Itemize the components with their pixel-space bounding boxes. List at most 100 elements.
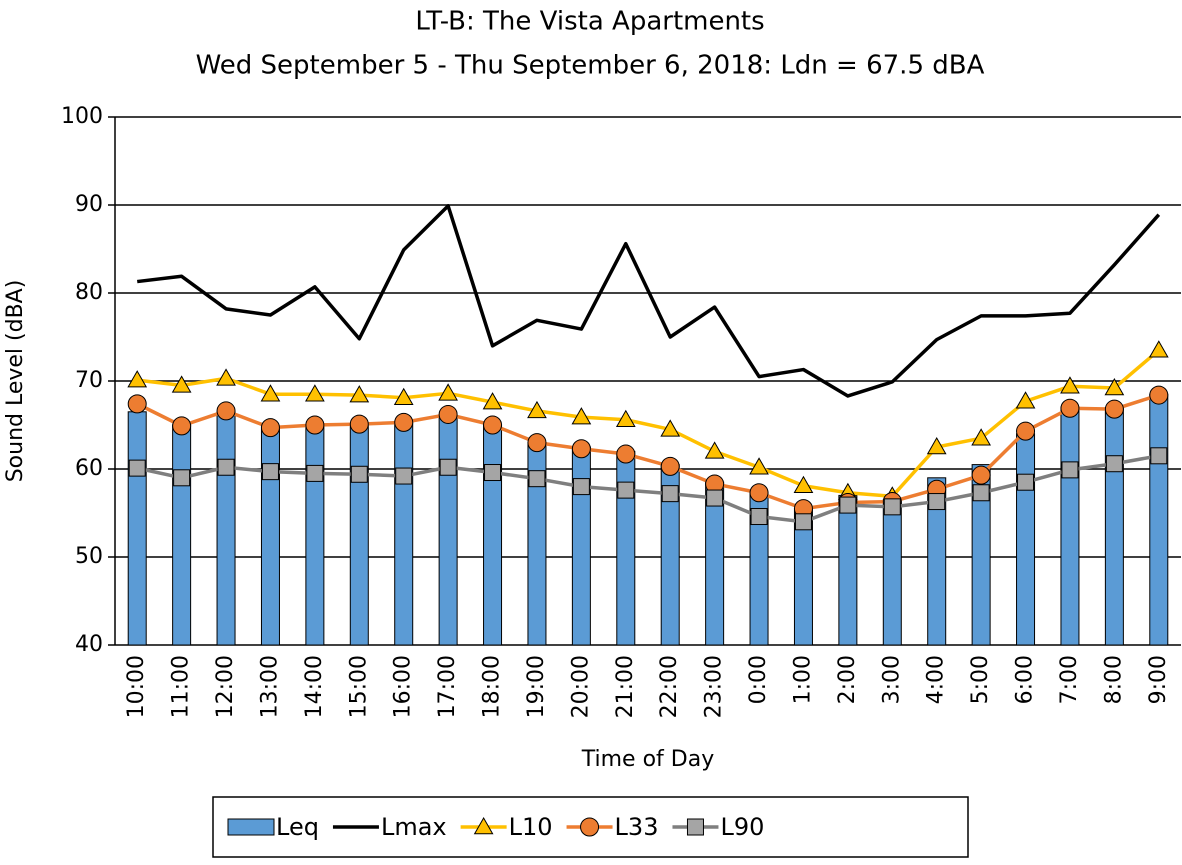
x-tick-label: 7:00 [1057, 655, 1082, 704]
marker [971, 465, 991, 485]
marker [482, 392, 503, 410]
x-axis-label: Time of Day [581, 747, 714, 772]
marker [883, 498, 901, 516]
marker [750, 508, 768, 526]
legend-marker [686, 818, 704, 836]
bar [1149, 393, 1169, 646]
legend-label: L90 [720, 813, 764, 841]
x-tick-label: 17:00 [435, 655, 460, 718]
marker [261, 463, 279, 481]
x-tick-label: 5:00 [968, 655, 993, 704]
marker [617, 481, 635, 499]
x-tick-label: 11:00 [169, 655, 194, 718]
x-tick-label: 0:00 [746, 655, 771, 704]
marker [216, 368, 236, 386]
marker [660, 419, 681, 437]
bar [260, 426, 280, 646]
chart-subtitle: Wed September 5 - Thu September 6, 2018:… [196, 51, 985, 81]
marker [527, 433, 547, 453]
bar [438, 415, 458, 646]
marker [216, 401, 236, 421]
marker [350, 465, 368, 483]
bar [305, 424, 325, 646]
bar [571, 446, 591, 646]
marker [928, 493, 946, 511]
marker [571, 407, 592, 425]
bar [882, 499, 902, 646]
marker [527, 400, 547, 419]
x-tick-label: 9:00 [1146, 655, 1171, 704]
marker [794, 513, 812, 531]
legend-marker [580, 817, 600, 837]
x-tick-label: 21:00 [613, 655, 638, 718]
x-tick-label: 3:00 [879, 655, 904, 704]
x-tick-label: 14:00 [302, 655, 327, 718]
bar [1060, 406, 1080, 646]
y-tick-label: 40 [75, 632, 103, 657]
marker [306, 464, 324, 482]
bar [705, 481, 725, 646]
marker [1150, 447, 1168, 465]
marker [127, 370, 148, 388]
marker [438, 383, 458, 401]
marker [260, 418, 280, 438]
marker [439, 458, 457, 476]
marker [749, 457, 769, 475]
x-tick-label: 1:00 [790, 655, 815, 704]
x-tick-label: 13:00 [257, 655, 282, 718]
bar [1104, 406, 1124, 646]
y-tick-label: 70 [75, 368, 103, 393]
bar [349, 424, 369, 646]
legend-label: L10 [509, 813, 553, 841]
y-tick-label: 100 [61, 104, 103, 129]
marker [528, 470, 546, 488]
legend-label: Leq [276, 813, 319, 841]
legend: Leq Lmax L10 L33 L90 [212, 796, 969, 858]
marker [972, 484, 990, 502]
marker [484, 464, 502, 482]
marker [1016, 421, 1036, 441]
marker [749, 483, 769, 503]
bar [971, 464, 991, 646]
marker [615, 409, 636, 427]
x-tick-label: 20:00 [568, 655, 593, 718]
x-tick-label: 22:00 [657, 655, 682, 718]
marker [128, 459, 146, 477]
line [136, 454, 1160, 524]
x-tick-label: 18:00 [480, 655, 505, 718]
marker [260, 384, 281, 402]
marker [438, 404, 458, 424]
y-tick-label: 80 [75, 280, 103, 305]
bar [838, 494, 858, 646]
bar [127, 411, 147, 646]
marker [1148, 340, 1169, 358]
marker [1060, 398, 1080, 418]
legend-swatch [227, 818, 275, 836]
marker [349, 414, 369, 434]
marker [1149, 385, 1169, 405]
marker [305, 415, 325, 435]
y-tick-label: 50 [75, 544, 103, 569]
marker [1017, 473, 1035, 491]
marker [217, 458, 235, 476]
marker [127, 394, 147, 414]
x-tick-label: 12:00 [213, 655, 238, 718]
legend-label: Lmax [381, 813, 447, 841]
marker [926, 436, 947, 455]
line [137, 204, 1161, 398]
marker [305, 384, 325, 402]
marker [660, 456, 680, 476]
marker [1060, 376, 1080, 394]
marker [704, 441, 725, 459]
x-tick-label: 6:00 [1013, 655, 1038, 704]
marker [793, 475, 814, 493]
x-tick-label: 23:00 [702, 655, 727, 718]
bar [172, 424, 192, 646]
marker [349, 385, 370, 403]
legend-label: L33 [615, 813, 659, 841]
marker [1104, 378, 1125, 396]
legend-marker [473, 816, 494, 835]
marker [971, 428, 991, 446]
marker [572, 478, 590, 496]
